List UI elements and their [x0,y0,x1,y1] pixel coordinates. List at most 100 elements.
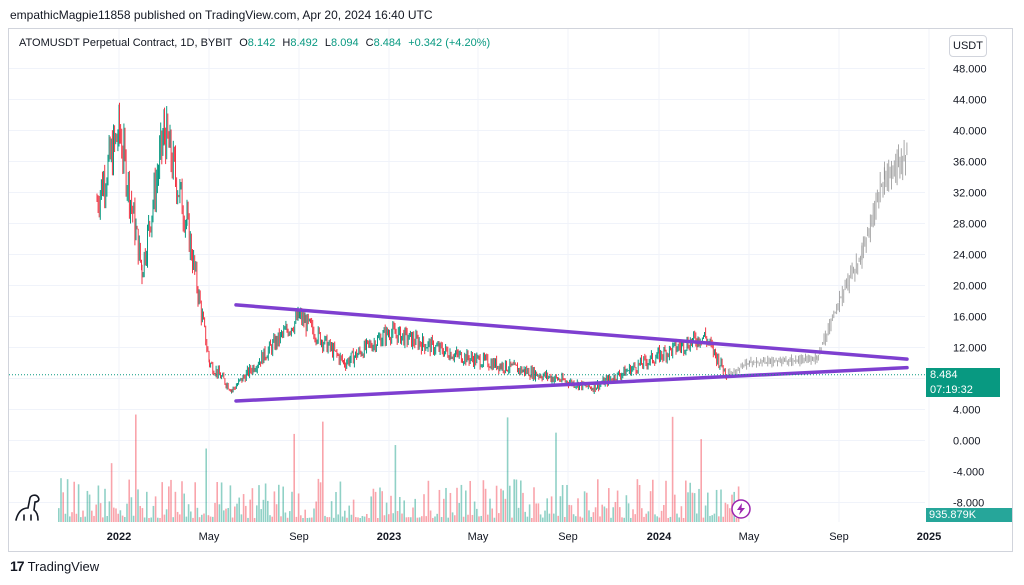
close-value: 8.484 [373,37,402,49]
volume-bar [427,480,430,522]
volume-bar [311,517,313,522]
volume-bar [621,517,623,522]
volume-bar [308,517,311,522]
volume-bar [568,504,570,522]
volume-bar [465,490,467,522]
chart-frame [8,28,1013,552]
volume-bar [425,516,427,522]
volume-bar [693,493,696,522]
volume-bar [432,517,434,522]
volume-bar [264,483,267,522]
volume-bar [616,490,619,522]
volume-bar [124,516,126,522]
volume-bar [601,504,603,522]
low-value: 8.094 [331,37,359,49]
volume-bar [546,498,548,522]
volume-bar [451,512,454,522]
volume-bar [139,505,141,522]
volume-bar [669,516,672,522]
volume-bar [612,507,614,522]
volume-bar [58,508,60,522]
volume-bar [482,480,485,522]
time-tick-label: Sep [829,531,849,543]
volume-bar [176,511,179,522]
volume-bar [300,515,302,522]
volume-bar [77,484,80,522]
volume-bar [66,479,69,522]
volume-bar [361,515,364,522]
volume-bar [328,517,331,522]
volume-bar [599,516,601,522]
volume-bar [559,496,562,522]
volume-bar [676,513,678,522]
volume-bar [454,515,456,522]
volume-bar [509,485,511,522]
volume-bar [341,516,344,522]
volume-bar [240,514,243,522]
volume-bar [278,484,280,522]
tradingview-logo-icon: 17 [10,558,25,574]
volume-bar [535,503,537,522]
volume-bar [517,507,520,522]
time-tick-label: 2025 [917,531,941,543]
time-axis: 2022 May Sep 2023 May Sep 2024 May Sep 2025 [107,531,941,543]
volume-bar [368,517,370,522]
volume-bar [121,515,124,522]
volume-bar [588,510,590,522]
volume-bar [608,488,610,522]
volume-bar [183,493,185,522]
time-tick-label: 2024 [647,531,672,543]
volume-bar [214,502,216,522]
volume-bar [383,515,386,522]
volume-bar [110,463,113,522]
price-tick-label: 28.000 [953,219,987,231]
volume-bar [579,516,581,522]
volume-bar [91,510,93,522]
volume-bar [260,509,262,522]
volume-bar [135,414,137,522]
volume-bar [711,515,713,522]
volume-bar [355,517,357,522]
volume-bar [126,503,128,522]
time-tick-label: May [468,531,489,543]
volume-bar [524,511,526,522]
volume-bar [143,517,146,522]
volume-bar [401,513,403,522]
volume-bar [128,479,130,522]
volume-bar [218,504,221,522]
volume-bar [146,491,148,522]
currency-button[interactable]: USDT [949,35,987,57]
volume-bar [700,439,702,522]
volume-label: 935.879K [926,508,1012,522]
price-tick-label: 40.000 [953,126,987,138]
volume-bar [489,498,491,522]
volume-bar [86,490,89,522]
volume-bar [467,514,469,522]
volume-bar [326,517,328,522]
volume-bar [256,505,258,522]
footer-brand[interactable]: 17 TradingView [10,558,99,574]
volume-bar [478,516,480,522]
volume-bar [170,479,172,522]
brand-name: TradingView [27,558,100,574]
volume-bar [113,507,115,522]
volume-bar [209,516,212,522]
volume-bar [225,508,227,522]
volume-bar [630,517,632,522]
volume-bars [58,414,740,522]
volume-bar [566,484,568,522]
volume-bar [480,515,482,522]
volume-bar [407,517,410,522]
volume-bar [282,486,284,522]
volume-bar [273,491,276,522]
volume-bar [154,496,157,522]
publish-caption: empathicMagpie11858 published on Trading… [10,8,433,22]
volume-bar [460,484,463,522]
volume-bar [315,501,317,522]
dinosaur-icon [15,494,40,521]
volume-bar [416,517,419,522]
volume-bar [350,514,353,522]
volume-bar [678,517,680,522]
volume-bar [212,516,214,522]
